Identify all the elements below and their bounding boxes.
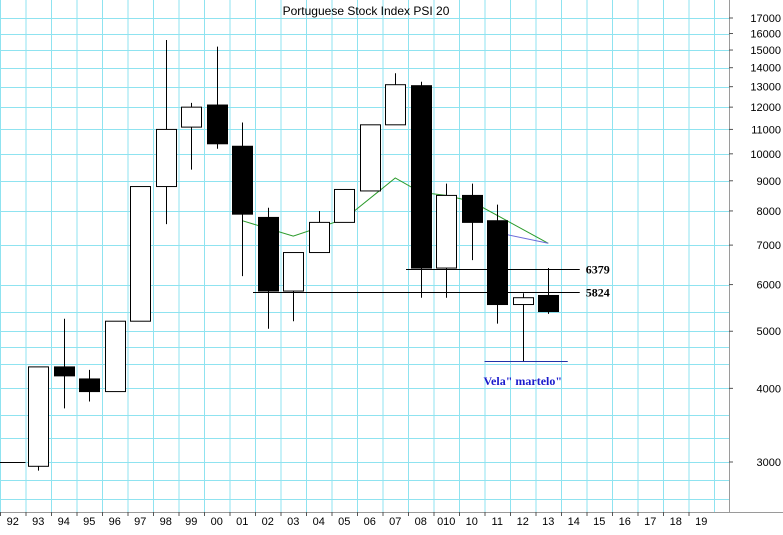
y-tick-label: 13000 [750,82,781,94]
candle-body-bullish [181,106,202,128]
plot-frame [0,0,783,513]
x-tick-label: 12 [517,516,529,528]
x-tick-label: 11 [492,516,503,528]
x-tick-label: 93 [32,516,44,528]
y-tick-label: 12000 [750,102,781,114]
candle-97 [130,186,151,322]
y-tick-label: 10000 [750,149,781,161]
candle-94 [54,318,75,409]
candle-body-bullish [385,84,406,126]
candle-01 [232,122,253,277]
y-tick-label: 3000 [757,457,781,469]
candle-07 [385,73,406,126]
candle-96 [105,320,126,393]
x-tick-label: 97 [134,516,146,528]
grid [0,0,729,512]
x-tick-label: 94 [58,516,70,528]
y-tick-label: 14000 [750,63,781,75]
x-tick-label: 13 [542,516,554,528]
y-tick-label: 8000 [757,206,781,218]
x-tick-label: 96 [109,516,121,528]
x-tick-label: 08 [415,516,427,528]
candle-body-bullish [360,124,381,192]
candle-body-bearish [79,378,100,393]
x-tick-label: 17 [644,516,656,528]
x-axis: 92 93 94 95 96 97 98 99 00 01 02 03 04 05 06 07 08 010 10 1… [0,512,707,528]
y-tick-label: 7000 [757,240,781,252]
x-tick-label: 15 [593,516,605,528]
candle-06 [360,124,381,192]
y-tick-label: 11000 [751,124,781,136]
y-tick-label: 17000 [750,13,781,25]
candle-05 [334,188,355,223]
x-tick-label: 05 [338,516,350,528]
candle-body-bullish [436,194,457,269]
y-tick-label: 4000 [757,383,781,395]
x-tick-label: 95 [83,516,95,528]
chart-title: Portuguese Stock Index PSI 20 [283,4,450,18]
candle-body-bullish [513,297,534,306]
y-tick-label: 6000 [757,280,781,292]
y-tick-label: 15000 [750,45,781,57]
candle-00 [207,46,228,149]
y-tick-label: 9000 [757,176,781,188]
x-tick-label: 01 [236,516,248,528]
candle-body-bearish [462,194,483,223]
candle-13 [538,268,559,314]
candle-body-bearish [207,104,228,145]
candle-10 [462,183,483,261]
candle-body-bullish [28,366,49,467]
x-tick-label: 14 [568,516,580,528]
candle-body-bearish [487,220,508,306]
hammer-annotation: Vela" martelo" [483,374,562,388]
x-tick-label: 02 [262,516,274,528]
x-tick-label: 92 [7,516,19,528]
x-tick-label: 06 [364,516,376,528]
x-tick-label: 99 [185,516,197,528]
candle-93 [28,366,49,471]
candle-12 [513,293,534,362]
x-tick-label: 18 [670,516,682,528]
y-tick-label: 5000 [757,326,781,338]
candle-body-bearish [232,145,253,215]
candle-body-bullish [309,221,330,254]
y-tick-label: 16000 [750,29,781,41]
candle-02 [258,207,279,329]
annotations: Vela" martelo" [483,374,562,388]
candle-body-bullish [130,186,151,322]
x-tick-label: 07 [389,516,401,528]
x-tick-label: 04 [313,516,325,528]
x-tick-label: 98 [160,516,172,528]
candle-98 [156,39,177,225]
x-tick-label: 00 [211,516,223,528]
candle-99 [181,102,202,170]
candle-body-bullish [283,252,304,292]
x-tick-label: 19 [695,516,707,528]
candle-04 [309,210,330,254]
x-tick-label: 16 [619,516,631,528]
candle-body-bearish [538,294,559,313]
candle-010 [436,183,457,298]
x-tick-label: 10 [466,516,478,528]
candles [0,39,559,471]
x-tick-label: 010 [437,516,455,528]
candle-08 [411,81,432,298]
x-tick-label: 03 [287,516,299,528]
candle-body-bullish [105,320,126,393]
candle-03 [283,252,304,322]
support-level-label: 6379 [586,263,610,277]
candle-body-bearish [54,366,75,377]
candle-body-bullish [156,128,177,188]
candle-95 [79,369,100,402]
candle-body-bullish [334,188,355,223]
support-level-label: 5824 [586,286,610,300]
candle-body-bearish [411,85,432,269]
candle-body-bearish [258,216,279,292]
candle-11 [487,204,508,324]
y-axis: 3000 4000 5000 6000 7000 8000 9000 10000 11000 12… [729,13,781,469]
